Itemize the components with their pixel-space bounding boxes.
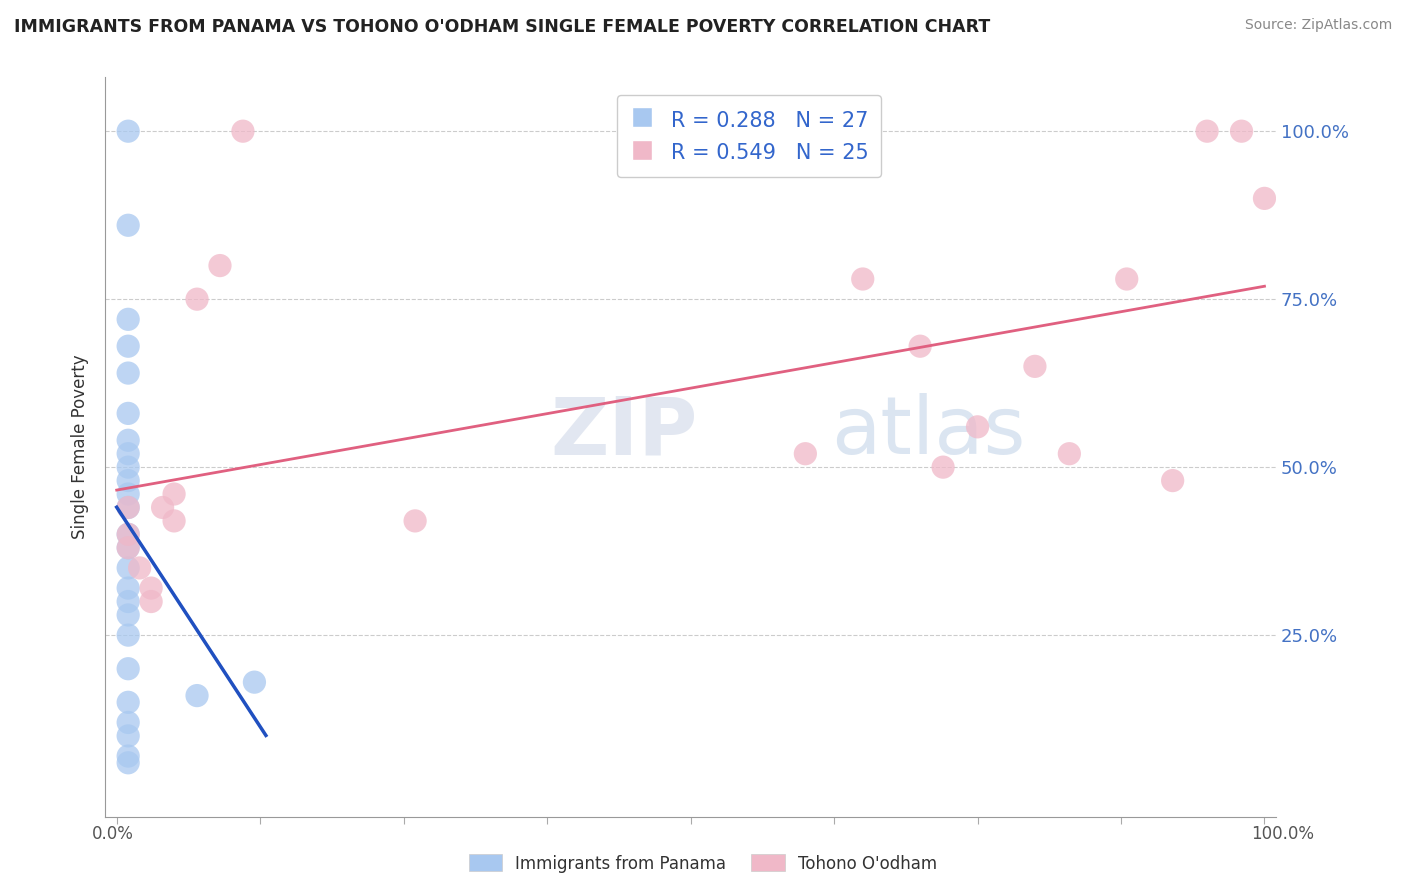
Point: [139, 581, 162, 595]
Point: [117, 527, 139, 541]
Point: [117, 366, 139, 380]
Point: [1024, 359, 1046, 374]
Point: [1230, 124, 1253, 138]
Point: [117, 500, 139, 515]
Point: [932, 460, 955, 475]
Point: [1059, 447, 1081, 461]
Point: [117, 628, 139, 642]
Point: [117, 594, 139, 608]
Point: [186, 689, 208, 703]
Point: [117, 607, 139, 622]
Point: [117, 124, 139, 138]
Point: [243, 675, 266, 690]
Point: [117, 749, 139, 764]
Point: [208, 259, 231, 273]
Point: [117, 447, 139, 461]
Point: [117, 339, 139, 353]
Point: [117, 460, 139, 475]
Point: [117, 312, 139, 326]
Point: [908, 339, 931, 353]
Point: [117, 662, 139, 676]
Point: [152, 500, 174, 515]
Text: 0.0%: 0.0%: [91, 825, 134, 843]
Point: [117, 695, 139, 709]
Point: [186, 292, 208, 306]
Legend: Immigrants from Panama, Tohono O'odham: Immigrants from Panama, Tohono O'odham: [463, 847, 943, 880]
Point: [117, 500, 139, 515]
Text: ZIP: ZIP: [550, 393, 697, 471]
Point: [1161, 474, 1184, 488]
Point: [128, 561, 150, 575]
Point: [852, 272, 875, 286]
Point: [232, 124, 254, 138]
Point: [163, 487, 186, 501]
Point: [163, 514, 186, 528]
Text: IMMIGRANTS FROM PANAMA VS TOHONO O'ODHAM SINGLE FEMALE POVERTY CORRELATION CHART: IMMIGRANTS FROM PANAMA VS TOHONO O'ODHAM…: [14, 18, 990, 36]
Legend: R = 0.288   N = 27, R = 0.549   N = 25: R = 0.288 N = 27, R = 0.549 N = 25: [617, 95, 882, 177]
Point: [117, 561, 139, 575]
Point: [117, 729, 139, 743]
Point: [966, 420, 988, 434]
Point: [117, 541, 139, 555]
Point: [117, 581, 139, 595]
Point: [1197, 124, 1219, 138]
Point: [117, 219, 139, 233]
Point: [117, 487, 139, 501]
Text: Source: ZipAtlas.com: Source: ZipAtlas.com: [1244, 18, 1392, 32]
Point: [1253, 191, 1275, 205]
Text: 100.0%: 100.0%: [1251, 825, 1315, 843]
Y-axis label: Single Female Poverty: Single Female Poverty: [72, 355, 89, 540]
Text: atlas: atlas: [831, 393, 1025, 471]
Point: [794, 447, 817, 461]
Point: [117, 474, 139, 488]
Point: [404, 514, 426, 528]
Point: [117, 434, 139, 448]
Point: [117, 406, 139, 420]
Point: [117, 541, 139, 555]
Point: [117, 756, 139, 770]
Point: [117, 715, 139, 730]
Point: [117, 527, 139, 541]
Point: [139, 594, 162, 608]
Point: [1115, 272, 1137, 286]
